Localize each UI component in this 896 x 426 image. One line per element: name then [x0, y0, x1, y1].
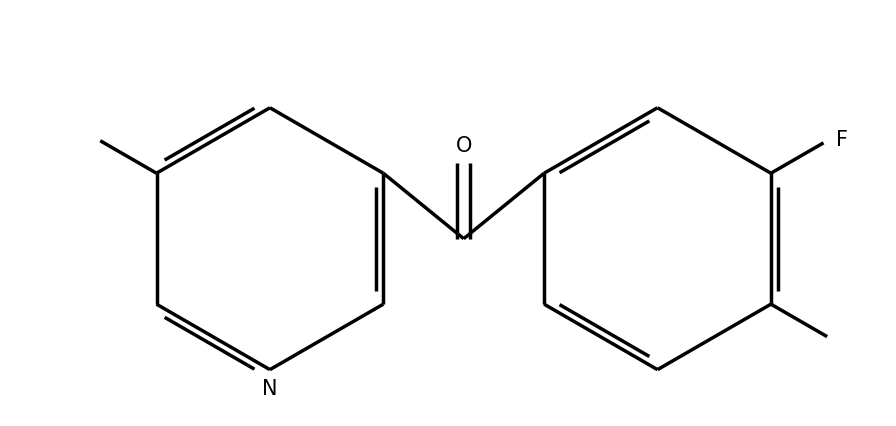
Text: O: O: [455, 135, 472, 155]
Text: N: N: [263, 378, 278, 398]
Text: F: F: [836, 130, 849, 149]
